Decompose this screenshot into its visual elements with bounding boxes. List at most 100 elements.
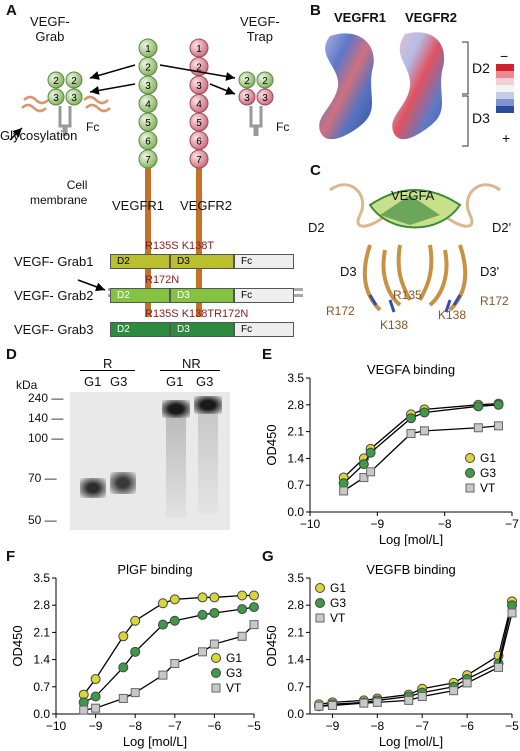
y-tick-label: 2.8 — [287, 398, 304, 412]
point-VT — [118, 693, 128, 703]
grab-label: VEGF- Grab — [30, 14, 70, 44]
x-tick-label: −7 — [168, 719, 182, 733]
b-plus-label: + — [502, 130, 511, 146]
y-tick-label: 0.7 — [33, 680, 50, 694]
domain-number: 4 — [145, 100, 151, 111]
svg-text:3: 3 — [262, 93, 268, 104]
legend-marker — [465, 453, 475, 463]
construct-mutations: R135S K138T — [145, 240, 215, 252]
gel-lane-label: G1 — [84, 374, 102, 389]
point-G1 — [130, 615, 141, 626]
point-G1 — [249, 590, 259, 601]
point-VT — [462, 678, 472, 688]
point-G1 — [209, 592, 220, 603]
domain-number: 3 — [196, 81, 202, 92]
point-G3 — [473, 401, 484, 412]
point-VT — [170, 658, 180, 668]
svg-text:2: 2 — [53, 76, 59, 87]
point-VT — [79, 705, 89, 715]
point-VT — [158, 670, 168, 680]
y-tick-label: 2.8 — [33, 598, 50, 612]
y-tick-label: 1.4 — [287, 653, 304, 667]
domain-number: 6 — [196, 137, 202, 148]
point-G3 — [406, 413, 416, 424]
point-VT — [130, 688, 140, 698]
vegfr2-surface — [392, 32, 445, 140]
legend-label: VT — [226, 681, 242, 695]
domain-number: 3 — [145, 81, 151, 92]
domain-number: 6 — [145, 137, 151, 148]
x-tick-label: −10 — [300, 517, 321, 531]
y-tick-label: 3.5 — [33, 571, 50, 585]
x-axis-label: Log [mol/L] — [379, 532, 443, 546]
x-tick-label: −7 — [505, 517, 519, 531]
y-tick-label: 0.7 — [287, 478, 304, 492]
gel-lane-label: G1 — [166, 374, 184, 389]
point-VT — [419, 426, 429, 436]
point-G3 — [157, 619, 168, 630]
svg-text:2: 2 — [262, 76, 268, 87]
point-G3 — [419, 407, 430, 418]
chart-title: PlGF binding — [117, 562, 192, 577]
panel-label-f: F — [6, 548, 16, 565]
svg-text:2: 2 — [244, 76, 250, 87]
chart-f: PlGF binding −10 −9 −8 −7 −6 −5 0.0 0.7 1.4 2.1 2.8… — [10, 562, 261, 749]
x-tick-label: −5 — [247, 719, 261, 733]
legend-label: G3 — [330, 596, 346, 610]
domain-number: 7 — [145, 155, 151, 166]
x-axis-label: Log [mol/L] — [379, 734, 443, 749]
series-line-G1 — [83, 594, 254, 695]
d-r-bracket — [80, 370, 135, 371]
x-axis-label: Log [mol/L] — [123, 734, 187, 749]
legend-marker — [211, 668, 221, 678]
point-VT — [404, 695, 414, 705]
c-r135-label: R135 — [393, 288, 422, 302]
y-tick-label: 0.0 — [287, 707, 304, 721]
svg-text:3: 3 — [71, 93, 77, 104]
b-vegfr1-label: VEGFR1 — [334, 10, 387, 25]
legend-label: G3 — [480, 466, 496, 480]
y-tick-label: 2.1 — [287, 625, 304, 639]
point-G3 — [493, 399, 504, 410]
cell-membrane-label: Cell membrane — [30, 178, 88, 207]
x-tick-label: −6 — [460, 719, 474, 733]
vegf-grab-molecule: 2 3 2 3 — [21, 71, 111, 136]
construct-segment-d3: D3 — [170, 322, 234, 337]
c-k138b-label: K138 — [438, 308, 467, 322]
point-VT — [372, 697, 382, 707]
legend-label: G1 — [330, 581, 346, 595]
x-tick-label: −10 — [46, 719, 67, 733]
band-r-g3 — [110, 472, 136, 494]
construct-segment-d3: D3 — [170, 254, 234, 269]
y-tick-label: 1.4 — [33, 653, 50, 667]
grab-fc-label: Fc — [86, 120, 100, 134]
glycosylation-label: Glycosylation — [0, 128, 78, 143]
vegfr1-label: VEGFR1 — [112, 198, 165, 213]
point-VT — [359, 473, 369, 483]
gel-lane-label: G3 — [196, 374, 214, 389]
x-tick-label: −9 — [370, 517, 384, 531]
legend-marker — [315, 613, 325, 623]
x-tick-label: −8 — [370, 719, 384, 733]
x-tick-label: −5 — [505, 719, 519, 733]
vegfr1-stalk — [145, 142, 151, 317]
y-tick-label: 2.1 — [287, 425, 304, 439]
point-VT — [91, 703, 101, 713]
series-line-VT — [83, 624, 255, 711]
legend-label: G1 — [226, 651, 242, 665]
construct-segment-d2: D2 — [110, 322, 170, 337]
point-G3 — [118, 662, 129, 673]
domain-number: 1 — [196, 44, 202, 55]
construct-segment-fc: Fc — [234, 254, 294, 269]
point-VT — [327, 700, 337, 710]
point-VT — [339, 486, 349, 496]
point-VT — [359, 698, 369, 708]
c-r172a-label: R172 — [326, 304, 355, 318]
point-G1 — [118, 631, 129, 642]
construct-name: VEGF- Grab2 — [14, 288, 94, 303]
series-line-G1 — [318, 601, 513, 705]
domain-number: 2 — [145, 63, 151, 74]
point-G3 — [365, 447, 376, 458]
legend-marker — [211, 683, 221, 693]
series-line-VT — [318, 612, 513, 707]
